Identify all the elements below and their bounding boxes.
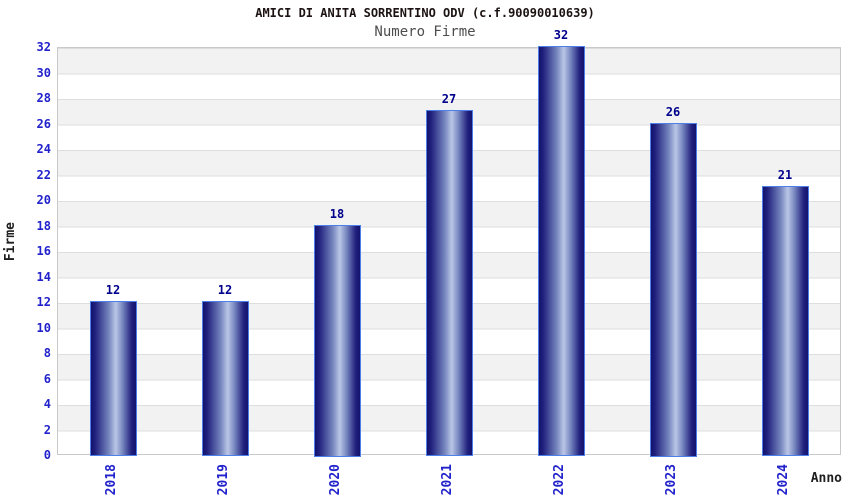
bar-value-label: 18 — [329, 207, 345, 221]
bar — [538, 46, 585, 456]
bar-value-label: 32 — [553, 28, 569, 42]
bar — [90, 301, 137, 456]
y-tick-label: 18 — [36, 218, 51, 233]
y-axis-title: Firme — [3, 222, 18, 262]
chart-title: AMICI DI ANITA SORRENTINO ODV (c.f.90090… — [255, 6, 595, 20]
x-tick-label: 2020 — [328, 464, 343, 496]
bar-value-label: 27 — [441, 92, 457, 106]
y-tick-label: 4 — [43, 397, 51, 411]
y-tick-label: 2 — [43, 422, 51, 437]
bar — [762, 186, 809, 456]
x-tick-label: 2018 — [104, 464, 119, 496]
x-tick-label: 2024 — [776, 464, 791, 496]
bar-value-label: 12 — [217, 283, 233, 297]
bar — [314, 225, 361, 457]
x-tick-label: 2021 — [440, 464, 455, 496]
x-axis-title: Anno — [810, 471, 842, 486]
y-tick-label: 10 — [36, 320, 51, 335]
bar-value-label: 21 — [777, 168, 793, 182]
chart-subtitle: Numero Firme — [374, 24, 476, 40]
bar — [426, 110, 473, 456]
bar — [202, 301, 249, 456]
x-tick-label: 2019 — [216, 464, 231, 496]
y-tick-label: 16 — [36, 244, 51, 258]
y-tick-label: 26 — [36, 116, 51, 131]
y-tick-label: 28 — [36, 91, 51, 105]
x-tick-label: 2023 — [664, 464, 679, 496]
y-tick-label: 0 — [43, 448, 51, 462]
y-tick-label: 24 — [36, 142, 51, 156]
y-tick-label: 20 — [36, 193, 51, 207]
x-tick-label: 2022 — [552, 464, 567, 496]
y-tick-label: 14 — [36, 269, 51, 284]
y-tick-label: 32 — [36, 40, 51, 54]
bar — [650, 123, 697, 457]
y-tick-label: 30 — [36, 65, 51, 80]
y-tick-label: 22 — [36, 167, 51, 182]
bar-value-label: 26 — [665, 105, 681, 119]
y-tick-label: 8 — [43, 346, 51, 360]
y-tick-label: 12 — [36, 295, 51, 309]
bar-value-label: 12 — [105, 283, 121, 297]
y-tick-label: 6 — [43, 371, 51, 386]
